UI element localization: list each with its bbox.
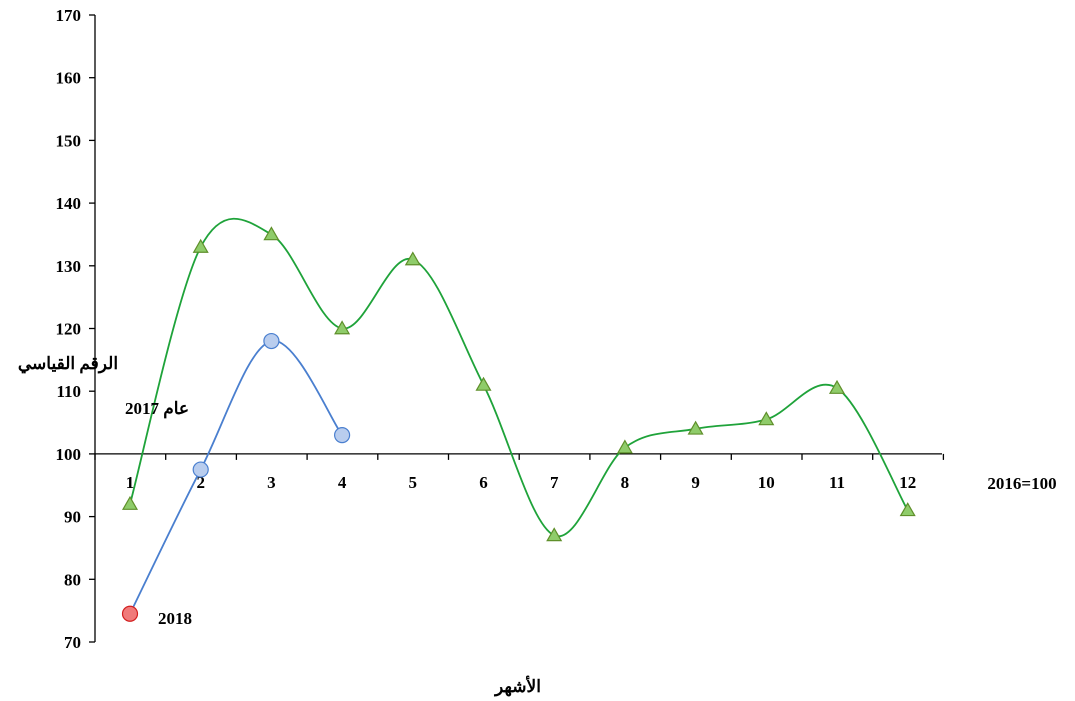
series-lines [129, 217, 909, 615]
data-point [828, 379, 846, 394]
y-tick-label: 120 [56, 320, 82, 339]
x-tick-label: 7 [550, 473, 559, 492]
x-tick-label: 11 [829, 473, 845, 492]
y-tick-label: 110 [56, 382, 81, 401]
y-tick-label: 130 [56, 257, 82, 276]
series-markers [121, 226, 916, 622]
data-point [546, 527, 563, 542]
y-tick-label: 70 [64, 633, 81, 652]
data-point [687, 420, 704, 435]
y-axis-label: الرقم القياسي [18, 354, 118, 374]
y-tick-label: 90 [64, 508, 81, 527]
x-tick-label: 1 [126, 473, 135, 492]
data-point [616, 439, 633, 454]
data-point [899, 502, 916, 517]
x-tick-label: 2 [196, 473, 205, 492]
series-label-2017: عام 2017 [125, 399, 189, 419]
x-tick-label: 9 [691, 473, 700, 492]
series-label-2018: 2018 [158, 609, 192, 628]
y-tick-label: 100 [56, 445, 82, 464]
series-line-1 [129, 340, 343, 615]
data-point [334, 426, 351, 444]
data-point [121, 605, 139, 622]
data-point [475, 376, 492, 391]
data-point [404, 251, 421, 266]
data-point [192, 461, 209, 478]
data-point [263, 226, 280, 241]
data-point [758, 411, 775, 426]
x-tick-label: 8 [621, 473, 630, 492]
y-tick-label: 140 [56, 194, 82, 213]
y-tick-label: 170 [56, 6, 82, 25]
x-tick-label: 5 [409, 473, 418, 492]
data-point [192, 238, 209, 253]
base-note-label: 2016=100 [987, 474, 1056, 493]
x-tick-label: 3 [267, 473, 276, 492]
data-point [121, 495, 139, 510]
x-tick-label: 6 [479, 473, 488, 492]
y-tick-label: 150 [56, 131, 82, 150]
data-point [334, 320, 351, 335]
series-line-0 [129, 217, 909, 538]
x-tick-label: 4 [338, 473, 347, 492]
y-tick-label: 160 [56, 69, 82, 88]
x-tick-label: 12 [899, 473, 916, 492]
x-axis-label: الأشهر [493, 675, 541, 697]
x-tick-label: 10 [758, 473, 775, 492]
y-tick-label: 80 [64, 570, 81, 589]
data-point [263, 332, 280, 350]
